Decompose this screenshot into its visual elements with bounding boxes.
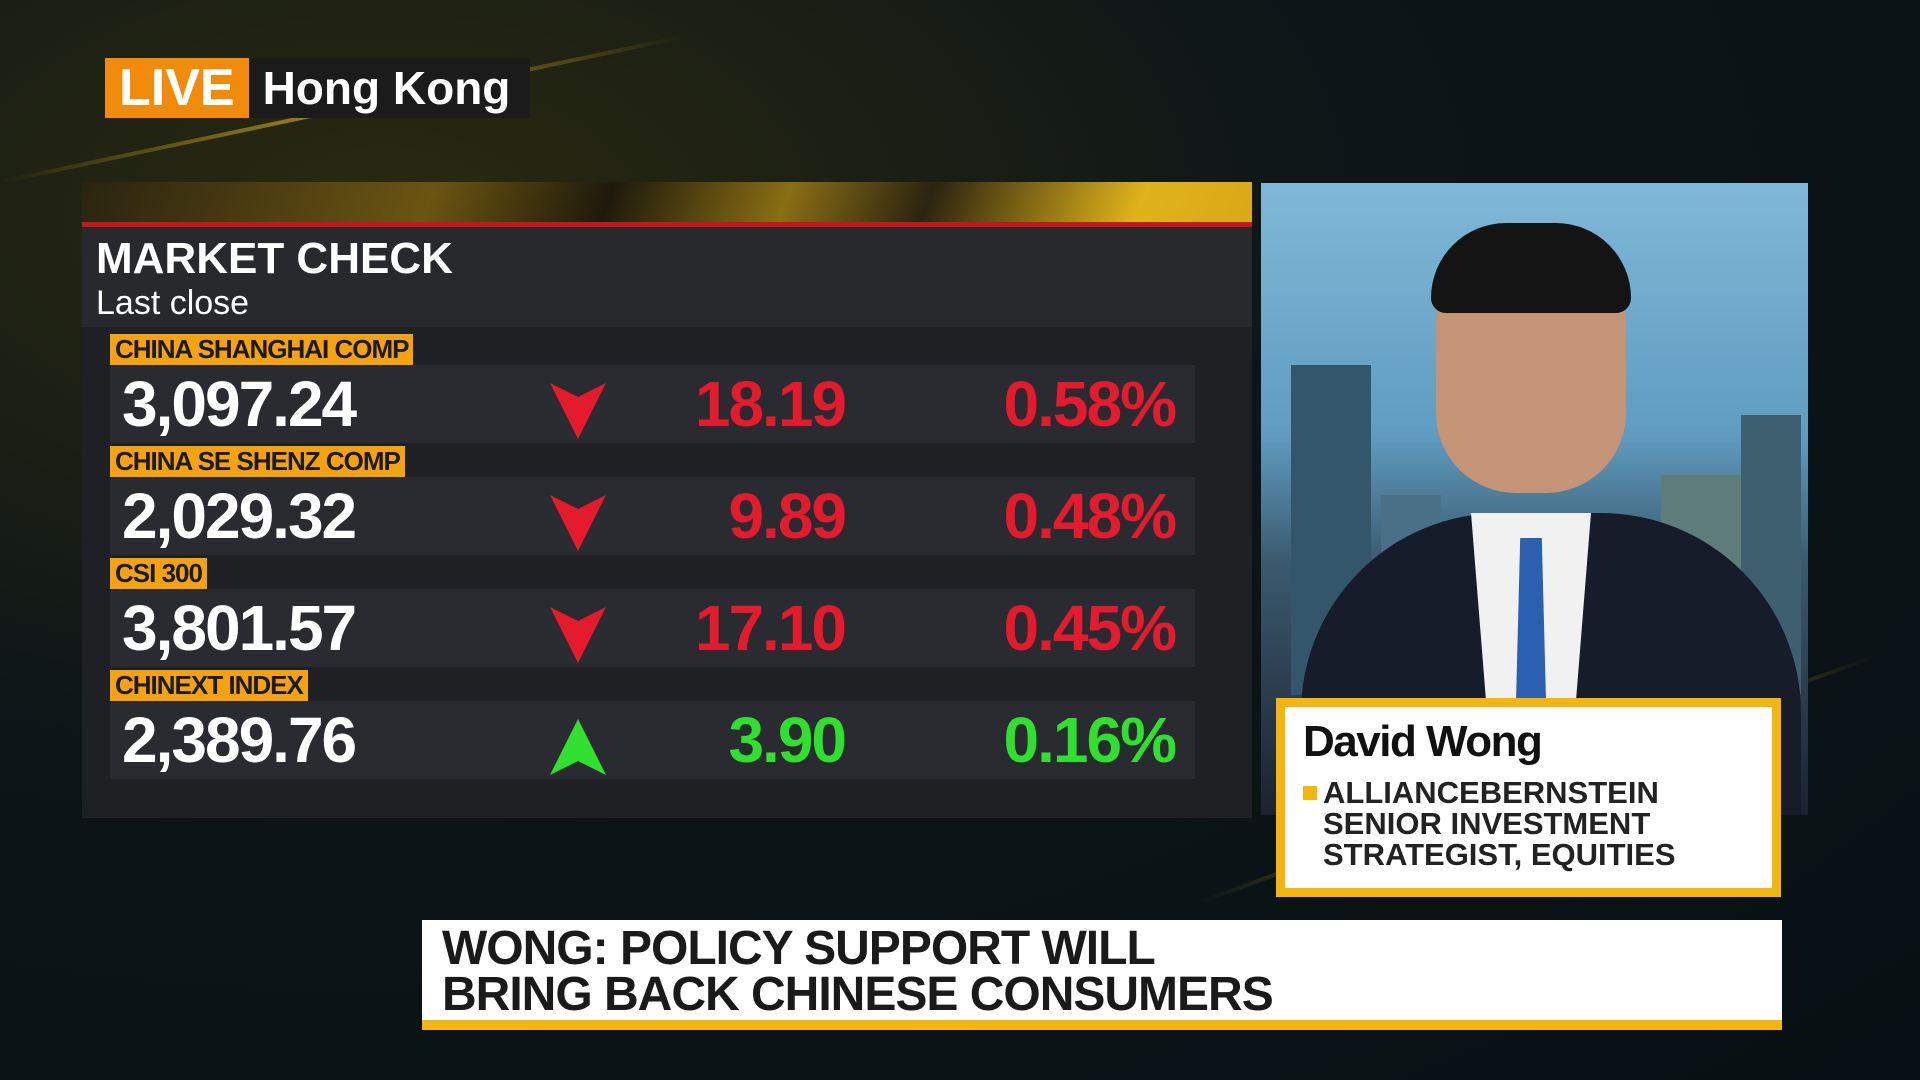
gold-stripe (82, 182, 1252, 222)
live-bug: LIVE Hong Kong (105, 58, 531, 118)
index-label: CHINA SHANGHAI COMP (110, 334, 1195, 365)
index-value: 3,801.57 (122, 592, 357, 664)
index-value: 3,097.24 (122, 368, 357, 440)
index-value: 2,389.76 (122, 704, 357, 776)
headline-banner: WONG: POLICY SUPPORT WILL BRING BACK CHI… (422, 920, 1782, 1030)
headline-line: WONG: POLICY SUPPORT WILL (442, 922, 1156, 975)
index-row: 3,801.57 17.10 0.45% (110, 589, 1195, 667)
index-name: CHINEXT INDEX (110, 670, 308, 701)
index-row: 2,029.32 9.89 0.48% (110, 477, 1195, 555)
index-percent: 0.48% (1003, 480, 1177, 552)
market-check-panel: MARKET CHECK Last close CHINA SHANGHAI C… (82, 182, 1252, 818)
guest-title-line: SENIOR INVESTMENT (1323, 806, 1651, 841)
index-label: CSI 300 (110, 558, 1195, 589)
guest-lower-third: David Wong ALLIANCEBERNSTEIN SENIOR INVE… (1276, 698, 1781, 897)
index-label: CHINEXT INDEX (110, 670, 1195, 701)
index-percent: 0.45% (1003, 592, 1177, 664)
red-rule (82, 222, 1252, 227)
arrow-down-icon (550, 607, 606, 663)
arrow-down-icon (550, 495, 606, 551)
index-change: 9.89 (728, 480, 847, 552)
index-change: 3.90 (728, 704, 847, 776)
guest-title-line: ALLIANCEBERNSTEIN (1323, 775, 1659, 810)
panel-subtitle: Last close (96, 284, 250, 322)
index-name: CSI 300 (110, 558, 207, 589)
panel-title: MARKET CHECK (96, 234, 453, 283)
index-label: CHINA SE SHENZ COMP (110, 446, 1195, 477)
index-percent: 0.58% (1003, 368, 1177, 440)
guest-title-line: STRATEGIST, EQUITIES (1323, 837, 1676, 872)
arrow-down-icon (550, 383, 606, 439)
location-label: Hong Kong (248, 58, 531, 118)
guest-name: David Wong (1303, 717, 1543, 766)
arrow-up-icon (550, 719, 606, 775)
index-name: CHINA SHANGHAI COMP (110, 334, 414, 365)
bullet-square-icon (1303, 786, 1317, 800)
index-percent: 0.16% (1003, 704, 1177, 776)
live-badge: LIVE (105, 58, 249, 118)
index-row: 2,389.76 3.90 0.16% (110, 701, 1195, 779)
index-row: 3,097.24 18.19 0.58% (110, 365, 1195, 443)
index-change: 17.10 (694, 592, 847, 664)
index-name: CHINA SE SHENZ COMP (110, 446, 405, 477)
index-value: 2,029.32 (122, 480, 357, 552)
headline-line: BRING BACK CHINESE CONSUMERS (442, 968, 1274, 1021)
index-change: 18.19 (694, 368, 847, 440)
